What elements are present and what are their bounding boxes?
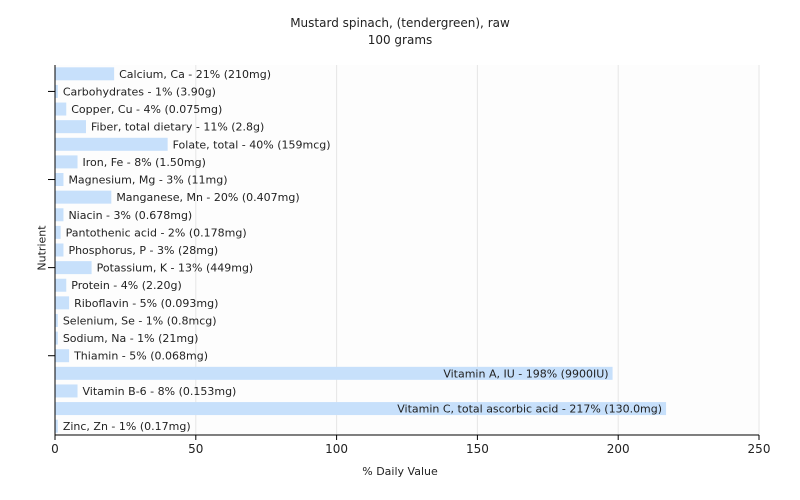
- data-label: Calcium, Ca - 21% (210mg): [119, 68, 271, 81]
- data-label: Selenium, Se - 1% (0.8mcg): [63, 314, 217, 327]
- bar: [55, 137, 168, 151]
- bar: [55, 173, 64, 187]
- bar: [55, 331, 58, 345]
- data-label: Carbohydrates - 1% (3.90g): [63, 85, 216, 98]
- data-label: Vitamin B-6 - 8% (0.153mg): [83, 385, 237, 398]
- x-axis-label: % Daily Value: [362, 465, 438, 478]
- data-label: Magnesium, Mg - 3% (11mg): [68, 174, 227, 187]
- data-label: Manganese, Mn - 20% (0.407mg): [116, 191, 299, 204]
- data-label: Copper, Cu - 4% (0.075mg): [71, 103, 222, 116]
- bar: [55, 278, 67, 292]
- data-label: Riboflavin - 5% (0.093mg): [74, 297, 218, 310]
- bar: [55, 349, 70, 363]
- data-label: Sodium, Na - 1% (21mg): [63, 332, 199, 345]
- bar: [55, 243, 64, 257]
- y-axis-label: Nutrient: [35, 225, 49, 271]
- x-tick-label: 150: [466, 442, 489, 456]
- x-tick-label: 0: [51, 442, 59, 456]
- data-label: Protein - 4% (2.20g): [71, 279, 182, 292]
- data-label: Potassium, K - 13% (449mg): [97, 262, 254, 275]
- bar: [55, 155, 78, 169]
- bar: [55, 313, 58, 327]
- bar: [55, 384, 78, 398]
- data-label: Phosphorus, P - 3% (28mg): [68, 244, 218, 257]
- data-label: Pantothenic acid - 2% (0.178mg): [66, 226, 247, 239]
- data-label: Folate, total - 40% (159mcg): [173, 138, 331, 151]
- data-label: Vitamin A, IU - 198% (9900IU): [443, 367, 608, 380]
- bar: [55, 296, 70, 310]
- bar: [55, 225, 61, 239]
- bar: [55, 102, 67, 116]
- bar: [55, 120, 86, 134]
- data-label: Fiber, total dietary - 11% (2.8g): [91, 121, 264, 134]
- bar: [55, 419, 58, 433]
- x-tick-label: 250: [748, 442, 771, 456]
- data-label: Niacin - 3% (0.678mg): [68, 209, 192, 222]
- x-tick-label: 200: [607, 442, 630, 456]
- bar: [55, 208, 64, 222]
- data-label: Thiamin - 5% (0.068mg): [73, 350, 208, 363]
- bar: [55, 84, 58, 98]
- x-tick-label: 50: [188, 442, 203, 456]
- data-label: Vitamin C, total ascorbic acid - 217% (1…: [397, 403, 662, 416]
- bar: [55, 402, 667, 416]
- bar: [55, 67, 115, 81]
- chart-title: Mustard spinach, (tendergreen), raw: [290, 16, 510, 30]
- data-label: Zinc, Zn - 1% (0.17mg): [63, 420, 191, 433]
- bar: [55, 190, 112, 204]
- data-label: Iron, Fe - 8% (1.50mg): [83, 156, 206, 169]
- chart-subtitle: 100 grams: [367, 33, 433, 47]
- x-tick-label: 100: [325, 442, 348, 456]
- bar: [55, 366, 613, 380]
- bar: [55, 261, 92, 275]
